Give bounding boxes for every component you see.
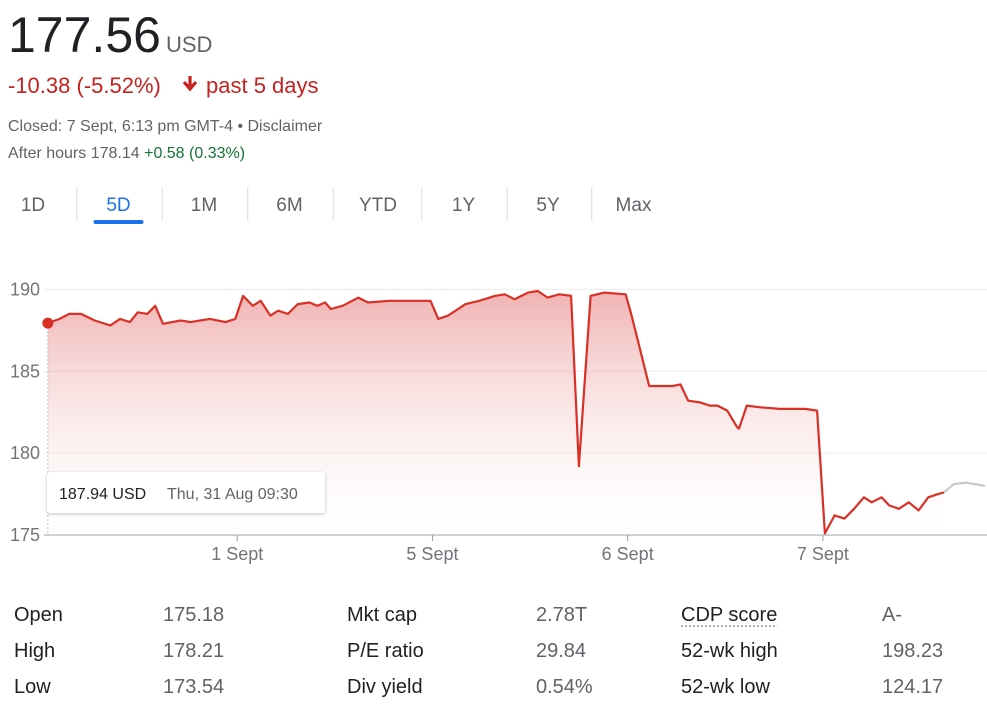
stat-value: 178.21 (163, 640, 224, 662)
stat-label: Div yield (347, 676, 423, 698)
price-change: -10.38 (-5.52%) (8, 73, 161, 98)
stat-label: 52-wk high (681, 640, 778, 662)
y-tick-label: 185 (10, 361, 40, 381)
range-tab[interactable]: 6M (276, 195, 302, 216)
down-arrow (182, 76, 198, 92)
price-chart: 175 180 185 190 1 Sept 5 Sept 6 Sept 7 Sept 187.… (10, 279, 987, 564)
tooltip-value: 187.94 USD (59, 486, 146, 503)
price: 177.56 (8, 7, 161, 63)
range-tab[interactable]: 1M (191, 195, 217, 216)
stat-label: 52-wk low (681, 676, 770, 698)
range-tabs: 1D 5D 1M 6M YTD 1Y 5Y Max (21, 187, 652, 224)
stat-label: Mkt cap (347, 604, 417, 626)
stat-label: Low (14, 676, 51, 698)
after-hours-line (943, 481, 986, 494)
currency: USD (166, 32, 212, 57)
range-tab[interactable]: YTD (359, 195, 397, 216)
disclaimer-link[interactable]: Disclaimer (248, 118, 323, 135)
closed-info: Closed: 7 Sept, 6:13 pm GMT-4 • Disclaim… (8, 118, 323, 135)
y-tick-label: 180 (10, 443, 40, 463)
stat-label: High (14, 640, 55, 662)
after-hours-price: After hours 178.14 (8, 145, 140, 162)
closed-time: Closed: 7 Sept, 6:13 pm GMT-4 • (8, 118, 243, 135)
stat-value: 29.84 (536, 640, 586, 662)
range-tab[interactable]: 5D (106, 195, 130, 216)
tooltip-time: Thu, 31 Aug 09:30 (167, 486, 298, 503)
stats-table: Open 175.18 High 178.21 Low 173.54 Mkt cap 2.78… (14, 604, 943, 698)
range-tab[interactable]: 5Y (536, 195, 560, 216)
change-period: past 5 days (206, 73, 319, 98)
stat-value: 198.23 (882, 640, 943, 662)
stat-value: 2.78T (536, 604, 587, 626)
y-tick-label: 190 (10, 279, 40, 299)
hover-point (42, 317, 54, 329)
stat-value: 0.54% (536, 676, 593, 698)
stat-value: A- (882, 604, 902, 626)
range-tab[interactable]: 1Y (452, 195, 476, 216)
x-tick-label: 1 Sept (211, 544, 263, 564)
price-line (47, 289, 945, 535)
x-tick-label: 5 Sept (406, 544, 458, 564)
range-tab[interactable]: 1D (21, 195, 45, 216)
selected-tab-indicator (93, 220, 144, 224)
x-tick-label: 7 Sept (797, 544, 849, 564)
stat-value: 124.17 (882, 676, 943, 698)
stat-value: 175.18 (163, 604, 224, 626)
after-hours-change: +0.58 (0.33%) (144, 145, 245, 162)
x-tick-label: 6 Sept (602, 544, 654, 564)
stat-label: Open (14, 604, 63, 626)
stat-value: 173.54 (163, 676, 224, 698)
stat-label[interactable]: CDP score (681, 604, 777, 626)
range-tab[interactable]: Max (616, 195, 652, 216)
after-hours: After hours 178.14 +0.58 (0.33%) (8, 145, 245, 162)
stat-label: P/E ratio (347, 640, 424, 662)
tooltip-box (47, 472, 325, 513)
y-tick-label: 175 (10, 525, 40, 545)
